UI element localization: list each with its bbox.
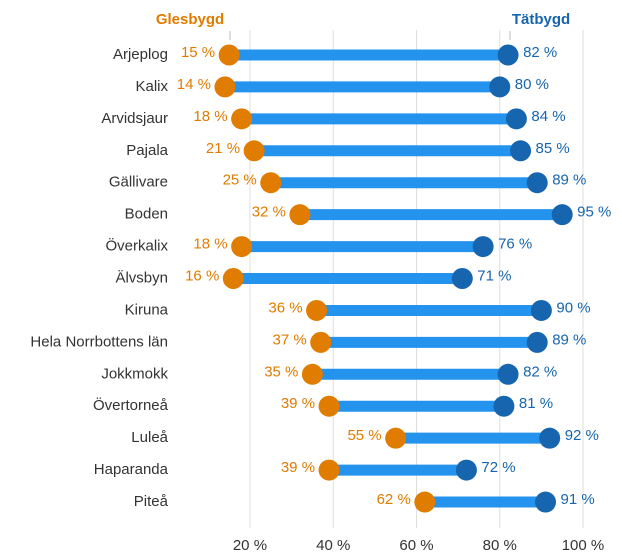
data-label: 80 %	[515, 76, 549, 93]
data-label: 37 %	[273, 331, 307, 348]
x-tick-label: 40 %	[316, 537, 350, 554]
tatbygd-dot	[526, 172, 548, 194]
category-label: Kalix	[135, 78, 168, 95]
tatbygd-dot	[497, 44, 519, 66]
data-label: 91 %	[561, 491, 595, 508]
category-label: Älvsbyn	[115, 269, 168, 286]
data-label: 18 %	[193, 236, 227, 253]
tatbygd-dot	[493, 395, 515, 417]
tatbygd-dot	[530, 299, 552, 321]
tatbygd-dot	[497, 363, 519, 385]
data-label: 82 %	[523, 44, 557, 61]
category-label: Luleå	[131, 429, 168, 446]
tatbygd-dot	[539, 427, 561, 449]
data-label: 62 %	[377, 491, 411, 508]
x-tick-label: 80 %	[483, 537, 517, 554]
glesbygd-dot	[231, 108, 253, 130]
tatbygd-dot	[535, 491, 557, 513]
category-label: Boden	[125, 206, 168, 223]
data-label: 39 %	[281, 395, 315, 412]
data-label: 71 %	[477, 267, 511, 284]
data-label: 84 %	[531, 108, 565, 125]
tatbygd-dot	[455, 459, 477, 481]
category-label: Hela Norrbottens län	[30, 333, 168, 350]
tatbygd-dot	[510, 140, 532, 162]
data-label: 21 %	[206, 140, 240, 157]
tatbygd-dot	[451, 268, 473, 290]
glesbygd-dot	[218, 44, 240, 66]
legend-label: Tätbygd	[512, 11, 570, 28]
data-label: 95 %	[577, 204, 611, 221]
glesbygd-dot	[301, 363, 323, 385]
glesbygd-dot	[385, 427, 407, 449]
category-label: Kiruna	[125, 301, 169, 318]
glesbygd-dot	[222, 268, 244, 290]
category-label: Övertorneå	[93, 396, 169, 414]
data-label: 72 %	[481, 459, 515, 476]
glesbygd-dot	[231, 236, 253, 258]
data-label: 14 %	[177, 76, 211, 93]
data-label: 89 %	[552, 331, 586, 348]
data-label: 39 %	[281, 459, 315, 476]
data-label: 55 %	[347, 427, 381, 444]
data-label: 89 %	[552, 172, 586, 189]
tatbygd-dot	[551, 204, 573, 226]
category-label: Arjeplog	[113, 46, 168, 63]
category-label: Överkalix	[105, 237, 168, 255]
data-label: 82 %	[523, 363, 557, 380]
data-label: 76 %	[498, 236, 532, 253]
glesbygd-dot	[243, 140, 265, 162]
glesbygd-dot	[289, 204, 311, 226]
data-label: 32 %	[252, 204, 286, 221]
glesbygd-dot	[414, 491, 436, 513]
data-label: 18 %	[193, 108, 227, 125]
data-label: 35 %	[264, 363, 298, 380]
data-label: 92 %	[565, 427, 599, 444]
glesbygd-dot	[260, 172, 282, 194]
category-label: Jokkmokk	[101, 365, 168, 382]
data-label: 90 %	[556, 299, 590, 316]
x-tick-label: 100 %	[562, 537, 605, 554]
glesbygd-dot	[310, 331, 332, 353]
category-label: Haparanda	[94, 461, 169, 478]
tatbygd-dot	[526, 331, 548, 353]
data-label: 15 %	[181, 44, 215, 61]
data-label: 25 %	[223, 172, 257, 189]
glesbygd-dot	[318, 395, 340, 417]
glesbygd-dot	[306, 299, 328, 321]
category-label: Gällivare	[109, 174, 168, 191]
glesbygd-dot	[318, 459, 340, 481]
legend-label: Glesbygd	[156, 11, 224, 28]
tatbygd-dot	[505, 108, 527, 130]
category-label: Pajala	[126, 142, 168, 159]
data-label: 85 %	[536, 140, 570, 157]
tatbygd-dot	[472, 236, 494, 258]
tatbygd-dot	[489, 76, 511, 98]
glesbygd-dot	[214, 76, 236, 98]
x-tick-label: 60 %	[399, 537, 433, 554]
data-label: 16 %	[185, 267, 219, 284]
data-label: 36 %	[268, 299, 302, 316]
data-label: 81 %	[519, 395, 553, 412]
category-label: Piteå	[134, 493, 169, 510]
category-label: Arvidsjaur	[101, 110, 168, 127]
x-tick-label: 20 %	[233, 537, 267, 554]
